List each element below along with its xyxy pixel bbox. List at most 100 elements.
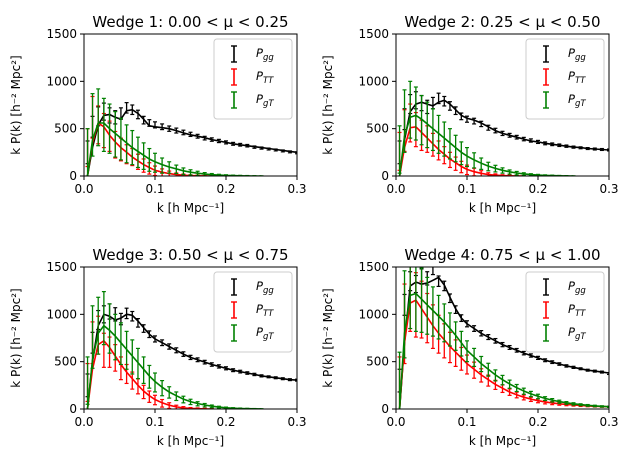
- legend-entry-gg: Pgg: [231, 45, 274, 63]
- error-bar-gT: [216, 405, 221, 409]
- x-tick-label: 0.1: [457, 182, 476, 196]
- error-bar-gg: [245, 143, 250, 148]
- error-bar-gg: [430, 267, 435, 276]
- legend-entry-TT: PTT: [543, 68, 586, 86]
- error-bar-gg: [167, 343, 172, 350]
- data-layer: [397, 267, 609, 409]
- y-tick-label: 1000: [358, 307, 389, 321]
- error-bar-gg: [181, 129, 186, 136]
- legend-entry-gT: PgT: [231, 324, 274, 342]
- error-bar-gT: [90, 305, 95, 369]
- error-bar-gT: [442, 303, 447, 343]
- error-bar-TT: [167, 402, 172, 409]
- x-tick-label: 0.2: [216, 415, 235, 429]
- y-tick-label: 1500: [46, 260, 77, 274]
- legend-entry-gT: PgT: [543, 324, 586, 342]
- error-bar-gT: [181, 167, 186, 176]
- y-axis-label: k P(k) [h⁻² Mpc²]: [9, 55, 23, 154]
- error-bar-gg: [447, 101, 452, 111]
- error-bar-gg: [465, 320, 469, 328]
- error-bar-gg: [543, 141, 548, 146]
- legend-entry-gg: Pgg: [543, 278, 586, 296]
- error-bar-gT: [124, 330, 129, 370]
- error-bar-TT: [493, 173, 498, 176]
- y-tick-label: 500: [54, 355, 77, 369]
- error-bar-gT: [130, 129, 135, 166]
- error-bar-gg: [607, 371, 609, 376]
- error-bar-gT: [209, 404, 214, 409]
- legend-entry-gT: PgT: [231, 91, 274, 109]
- error-bar-gg: [231, 141, 236, 146]
- legend-entry-TT: PTT: [231, 301, 274, 319]
- y-axis-label: k P(k) [h⁻² Mpc²]: [321, 55, 335, 154]
- legend: Pgg PTT PgT: [525, 271, 605, 353]
- error-bar-gT: [436, 114, 441, 154]
- error-bar-gg: [181, 351, 186, 357]
- error-bar-gg: [472, 325, 477, 332]
- error-bar-gg: [153, 121, 157, 129]
- error-bar-gg: [436, 92, 441, 105]
- error-bar-gT: [521, 387, 526, 395]
- error-bar-gg: [436, 275, 441, 288]
- error-bar-gT: [607, 405, 609, 408]
- error-bar-gg: [493, 337, 498, 344]
- panel-title: Wedge 3: 0.50 < μ < 0.75: [92, 246, 288, 264]
- error-bar-gT: [408, 267, 413, 330]
- x-tick-label: 0.3: [599, 182, 618, 196]
- error-bar-gg: [287, 378, 292, 382]
- error-bar-gg: [507, 132, 512, 138]
- error-bar-gg: [174, 347, 179, 354]
- error-bar-TT: [514, 391, 519, 399]
- legend-label: PgT: [256, 92, 274, 109]
- legend-box: [213, 271, 293, 353]
- error-bar-gT: [402, 270, 407, 359]
- legend-label: PTT: [256, 302, 274, 319]
- y-tick-label: 1500: [358, 260, 389, 274]
- error-bar-gg: [195, 357, 200, 363]
- error-bar-gg: [493, 127, 498, 134]
- error-bar-gT: [514, 170, 519, 176]
- error-bar-gg: [592, 147, 597, 151]
- error-bar-gg: [245, 371, 250, 375]
- legend-box: [213, 38, 293, 120]
- error-bar-gT: [453, 321, 458, 351]
- error-bar-gg: [124, 102, 129, 114]
- error-bar-gg: [124, 307, 129, 320]
- error-bar-gT: [521, 172, 526, 176]
- error-bar-gT: [472, 347, 477, 367]
- error-bar-gg: [528, 353, 533, 358]
- error-bar-gT: [195, 401, 200, 407]
- error-bar-gT: [118, 322, 123, 366]
- error-bar-gg: [486, 333, 491, 341]
- error-bar-gg: [479, 120, 484, 128]
- x-tick-label: 0.0: [74, 415, 93, 429]
- legend: Pgg PTT PgT: [213, 38, 293, 120]
- legend-label: PTT: [568, 69, 586, 86]
- error-bar-gg: [459, 314, 464, 323]
- legend-label: Pgg: [256, 279, 274, 296]
- error-bar-gg: [238, 369, 243, 374]
- legend-entry-gT: PgT: [543, 91, 586, 109]
- error-bar-gT: [397, 351, 402, 409]
- error-bar-gT: [550, 397, 555, 403]
- error-bar-gg: [564, 144, 569, 148]
- x-tick-label: 0.3: [599, 415, 618, 429]
- error-bar-gg: [141, 324, 146, 333]
- error-bar-gT: [479, 157, 484, 170]
- error-bar-gg: [295, 151, 297, 155]
- x-axis-label: k [h Mpc⁻¹]: [469, 434, 536, 448]
- error-bar-gT: [202, 171, 207, 176]
- error-bar-gg: [216, 138, 221, 144]
- y-tick-label: 1500: [358, 27, 389, 41]
- y-tick-label: 1000: [46, 74, 77, 88]
- error-bar-TT: [141, 384, 146, 400]
- error-bar-gT: [107, 103, 112, 154]
- error-bar-gT: [536, 393, 540, 400]
- error-bar-gg: [571, 145, 576, 149]
- error-bar-gg: [141, 115, 146, 125]
- error-bar-gT: [153, 152, 157, 173]
- x-tick-label: 0.2: [216, 182, 235, 196]
- error-bar-gT: [472, 152, 477, 169]
- error-bar-gg: [202, 135, 207, 141]
- plot-frame: [83, 33, 298, 177]
